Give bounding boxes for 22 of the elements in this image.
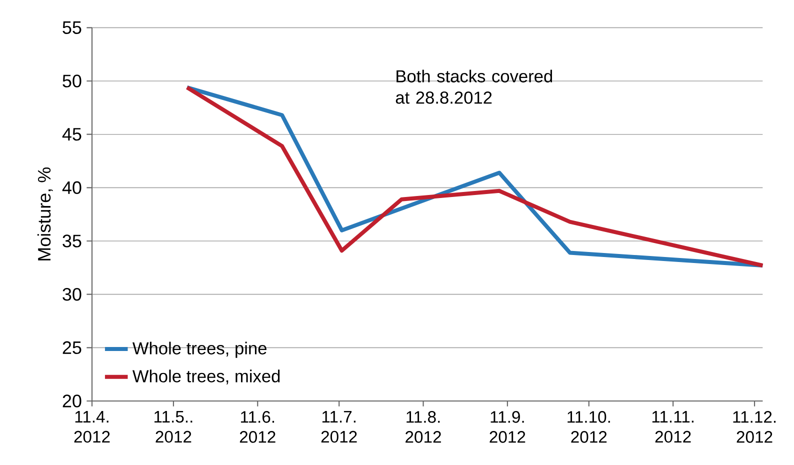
y-tick-label: 30 <box>62 288 82 301</box>
x-tick-label: 11.11. 2012 <box>652 411 694 443</box>
legend-label: Whole trees, mixed <box>132 370 280 384</box>
x-tick-label: 11.4. 2012 <box>74 411 110 443</box>
y-axis-title: Moisture, % <box>37 167 53 260</box>
y-tick-label: 40 <box>62 181 82 194</box>
y-tick-label: 55 <box>62 21 82 34</box>
x-tick-label: 11.12. 2012 <box>733 411 776 443</box>
legend-label: Whole trees, pine <box>132 342 266 358</box>
y-tick-label: 35 <box>62 234 82 248</box>
y-tick-label: 50 <box>62 74 82 88</box>
x-tick-label: 11.6. 2012 <box>240 411 276 443</box>
y-tick-label: 20 <box>62 394 82 408</box>
x-tick-label: 11.9. 2012 <box>490 411 526 443</box>
annotation: Both stacks covered at 28.8.2012 <box>396 70 552 104</box>
x-tick-label: 11.7. 2012 <box>321 411 357 443</box>
x-tick-label: 11.5.. 2012 <box>154 411 192 443</box>
y-tick-label: 25 <box>62 341 82 354</box>
x-tick-label: 11.10. 2012 <box>568 411 610 443</box>
y-tick-label: 45 <box>62 128 82 141</box>
line-series <box>185 85 765 268</box>
x-tick-label: 11.8. 2012 <box>406 411 441 443</box>
